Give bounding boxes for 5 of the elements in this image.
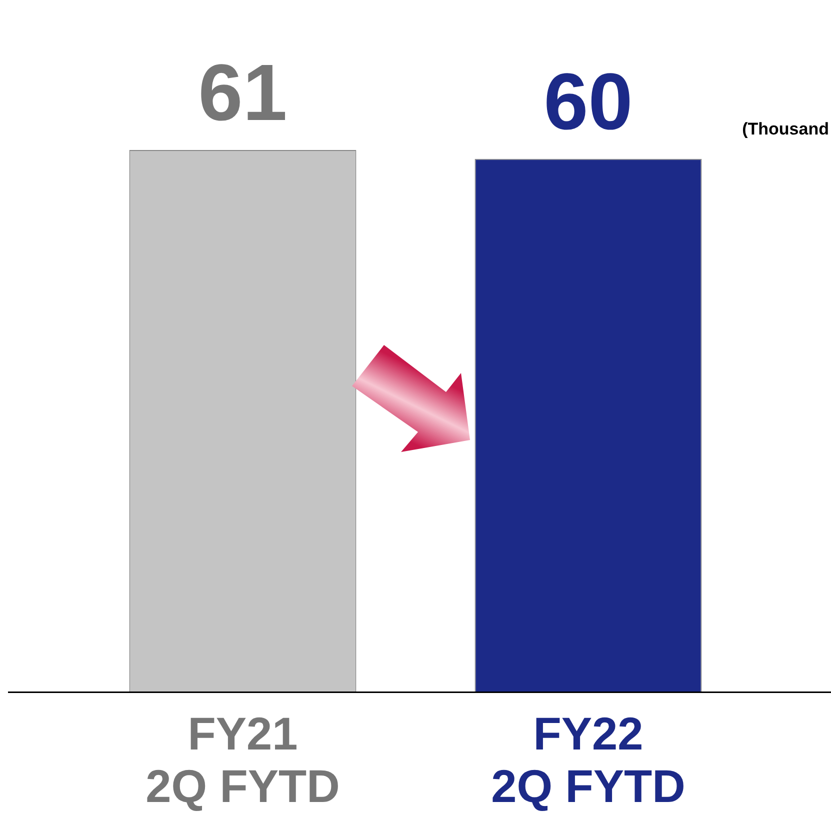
data-label: 61 (198, 48, 288, 138)
text: (Thousand (742, 120, 829, 139)
x-tick-label: FY21 2Q FYTD (146, 707, 340, 812)
x-tick-label: FY22 2Q FYTD (491, 707, 686, 812)
data-label: 60 (544, 56, 633, 146)
